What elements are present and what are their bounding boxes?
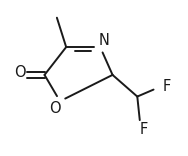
Text: N: N	[99, 33, 109, 48]
Text: F: F	[163, 79, 171, 94]
Text: O: O	[14, 65, 25, 80]
Text: F: F	[139, 122, 148, 137]
Text: O: O	[49, 101, 60, 116]
